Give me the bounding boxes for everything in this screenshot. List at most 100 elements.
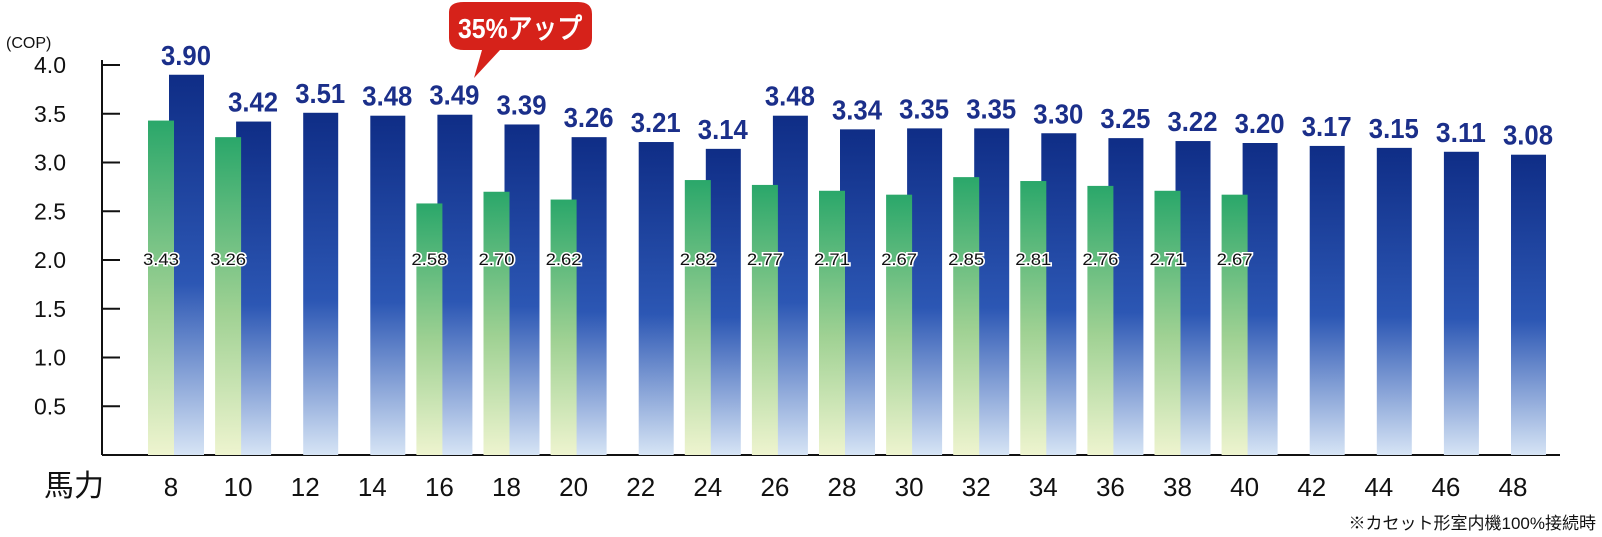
x-tick-label: 34 (1029, 472, 1058, 502)
y-tick-label: 3.0 (34, 150, 66, 176)
blue-bar-value-label: 3.35 (899, 93, 949, 124)
blue-bar (705, 148, 741, 455)
blue-bar-value-label: 3.42 (228, 87, 278, 118)
y-unit-label: (COP) (6, 35, 51, 52)
y-tick-label: 3.5 (34, 101, 66, 127)
y-ticks: 0.5 1.0 1.5 2.0 2.5 3.0 3.5 4.0 (34, 52, 120, 419)
green-bar-value-label: 3.43 (143, 250, 179, 269)
blue-bar-value-label: 3.49 (429, 80, 479, 111)
blue-bar-value-label: 3.51 (295, 78, 345, 109)
x-ticks: 8 10 12 14 16 18 20 22 24 26 28 30 32 34 36 38 40 42 44 46 4… (164, 472, 1528, 502)
green-bar (1020, 181, 1047, 455)
blue-bar-value-label: 3.26 (564, 102, 614, 133)
blue-bar-value-label: 3.30 (1033, 98, 1083, 129)
blue-bar-value-label: 3.34 (832, 94, 882, 125)
green-bar (550, 199, 577, 455)
blue-bar-value-label: 3.90 (161, 40, 211, 71)
x-tick-label: 38 (1163, 472, 1192, 502)
green-bar (1221, 194, 1248, 456)
callout-bubble (449, 2, 592, 78)
blue-bar-value-label: 3.48 (362, 81, 412, 112)
blue-bar (1443, 151, 1479, 455)
green-bar (1087, 185, 1114, 455)
green-bar-value-label: 2.81 (1015, 250, 1051, 269)
green-bar-value-label: 2.82 (680, 250, 716, 269)
blue-bar (437, 114, 473, 455)
callout-text: 35%アップ (458, 13, 583, 44)
x-tick-label: 44 (1364, 472, 1393, 502)
blue-bar (1511, 154, 1546, 455)
green-bar (819, 190, 845, 455)
green-bar-value-label: 2.67 (1217, 250, 1253, 269)
blue-bar (638, 142, 674, 455)
blue-bar (571, 137, 607, 455)
x-tick-label: 20 (559, 472, 588, 502)
blue-bar-value-label: 3.48 (765, 81, 815, 112)
x-tick-label: 10 (224, 472, 253, 502)
x-tick-label: 30 (895, 472, 924, 502)
blue-bar (303, 112, 339, 456)
blue-bar-value-label: 3.17 (1302, 111, 1352, 142)
blue-bar (1376, 147, 1412, 455)
blue-bar-value-label: 3.35 (966, 93, 1016, 124)
green-bar-value-label: 2.77 (747, 250, 783, 269)
blue-bar (1041, 133, 1077, 455)
blue-bar-value-label: 3.20 (1235, 108, 1285, 139)
blue-bar (1175, 141, 1211, 456)
blue-bar-value-label: 3.08 (1503, 120, 1553, 151)
x-tick-label: 26 (760, 472, 789, 502)
x-tick-label: 42 (1297, 472, 1326, 502)
green-bar (215, 137, 242, 455)
bars: 3.90 3.43 3.42 3.26 3.51 3.48 3.49 2.58 3.39 2.70… (142, 40, 1553, 456)
y-tick-label: 1.5 (34, 296, 66, 322)
blue-bar-value-label: 3.15 (1369, 113, 1419, 144)
green-bar-value-label: 2.71 (814, 250, 850, 269)
x-tick-label: 36 (1096, 472, 1125, 502)
green-bar-value-label: 3.26 (210, 250, 246, 269)
footnote: ※カセット形室内機100%接続時 (1349, 514, 1596, 533)
y-tick-label: 1.0 (34, 345, 66, 371)
green-bar (416, 203, 443, 455)
x-tick-label: 40 (1230, 472, 1259, 502)
blue-bar-value-label: 3.39 (497, 89, 547, 120)
green-bar (751, 184, 778, 456)
green-bar (953, 177, 980, 455)
callout-badge: 35%アップ (449, 2, 592, 78)
green-bar-value-label: 2.76 (1082, 250, 1118, 269)
y-tick-label: 2.5 (34, 198, 66, 224)
green-bar-value-label: 2.67 (881, 250, 917, 269)
x-tick-label: 28 (828, 472, 857, 502)
y-tick-label: 4.0 (34, 52, 66, 78)
blue-bar-value-label: 3.14 (698, 114, 748, 145)
blue-bar (772, 115, 808, 455)
x-axis-label: 馬力 (44, 470, 104, 503)
blue-bar (370, 115, 406, 455)
green-bar-value-label: 2.85 (948, 250, 984, 269)
x-tick-label: 24 (693, 472, 722, 502)
blue-bar (1108, 138, 1144, 455)
x-tick-label: 32 (962, 472, 991, 502)
x-tick-label: 22 (626, 472, 655, 502)
green-bar (483, 191, 510, 455)
blue-bar-value-label: 3.25 (1100, 103, 1150, 134)
green-bar-value-label: 2.71 (1150, 250, 1186, 269)
x-tick-label: 46 (1431, 472, 1460, 502)
blue-bar (907, 128, 943, 455)
blue-bar (974, 128, 1010, 455)
blue-bar (236, 121, 272, 456)
blue-bar (840, 129, 875, 455)
green-bar-value-label: 2.58 (411, 250, 447, 269)
x-tick-label: 16 (425, 472, 454, 502)
blue-bar (1309, 145, 1345, 456)
green-bar (886, 194, 913, 456)
blue-bar-value-label: 3.11 (1436, 117, 1486, 148)
x-tick-label: 8 (164, 472, 178, 502)
green-bar (684, 180, 711, 456)
green-bar-value-label: 2.70 (479, 250, 515, 269)
y-tick-label: 2.0 (34, 247, 66, 273)
blue-bar (504, 124, 540, 455)
blue-bar (169, 74, 204, 455)
x-tick-label: 14 (358, 472, 387, 502)
blue-bar-value-label: 3.22 (1168, 106, 1218, 137)
